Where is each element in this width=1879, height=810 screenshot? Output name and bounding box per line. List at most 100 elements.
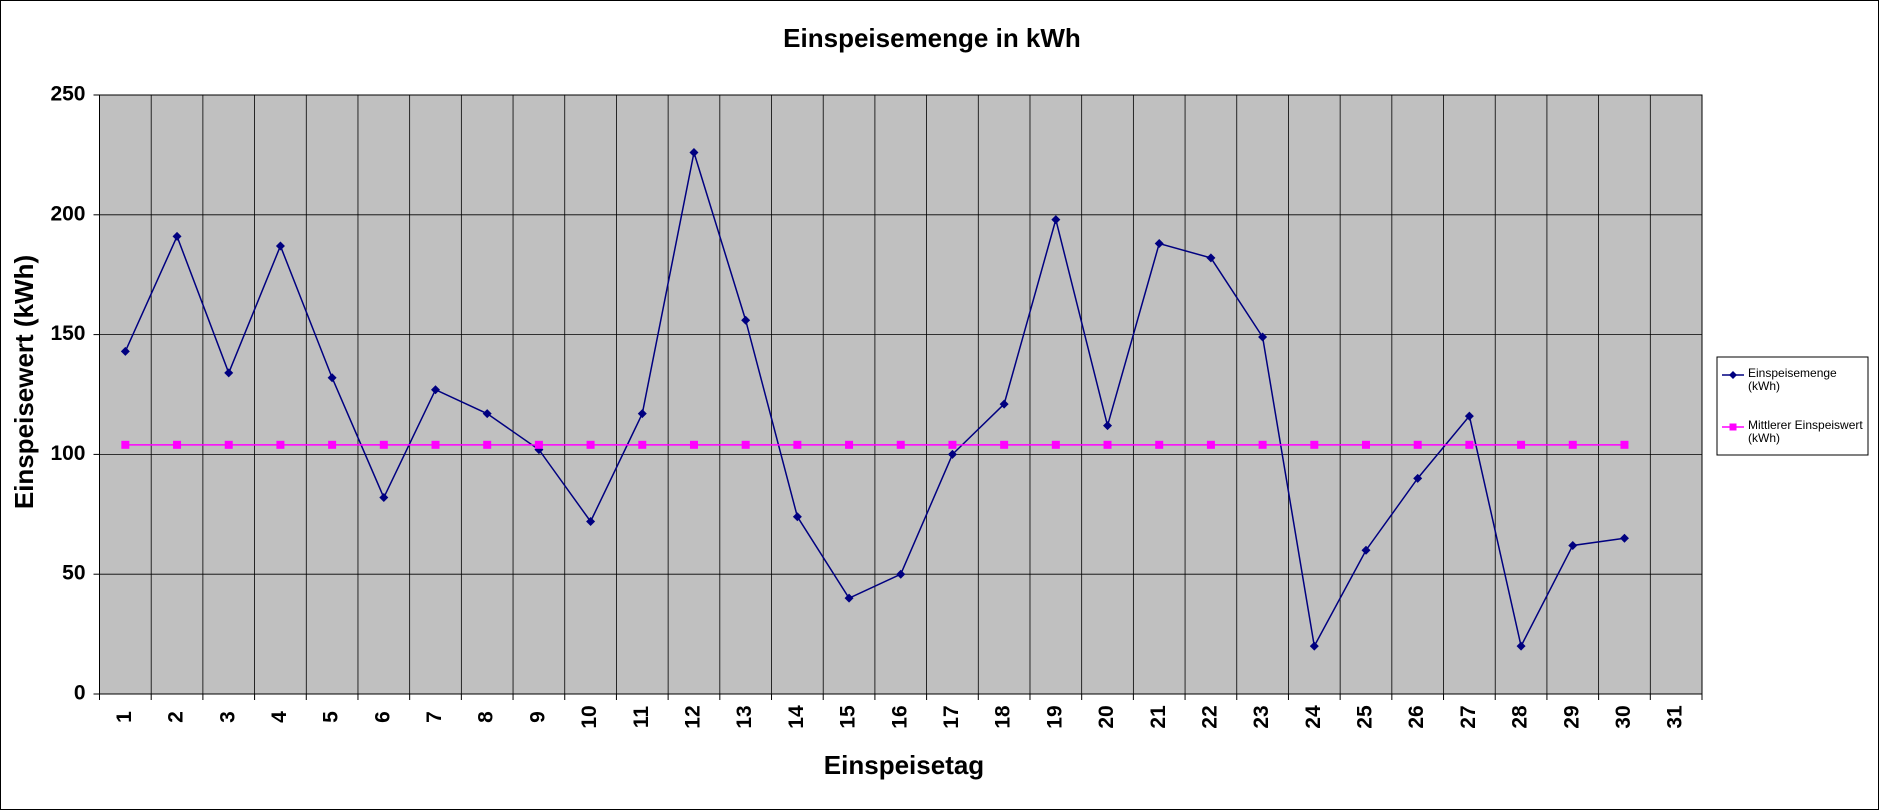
- legend-label: Einspeisemenge (kWh): [1748, 367, 1837, 393]
- x-tick-label: 16: [888, 705, 911, 728]
- x-axis-label: Einspeisetag: [824, 750, 984, 780]
- data-point: [896, 440, 905, 449]
- data-point: [999, 399, 1009, 409]
- series-line: [124, 152, 1625, 649]
- data-point: [1361, 545, 1371, 555]
- x-tick-label: 15: [837, 705, 860, 729]
- data-point: [482, 409, 492, 419]
- x-tick-label: 18: [992, 705, 1015, 729]
- data-point: [1464, 411, 1474, 421]
- data-point: [792, 512, 802, 522]
- data-point: [1517, 440, 1526, 449]
- data-point: [844, 593, 854, 603]
- legend-marker: [1729, 371, 1737, 379]
- data-point: [1413, 473, 1423, 483]
- y-tick-label: 50: [62, 562, 85, 585]
- data-point: [224, 368, 234, 378]
- data-point: [689, 148, 699, 158]
- legend-label: Mittlerer Einspeiswert (kWh): [1748, 419, 1863, 445]
- x-tick-label: 22: [1198, 705, 1221, 728]
- x-tick-label: 7: [423, 711, 446, 723]
- data-point: [1206, 253, 1216, 263]
- data-point: [1103, 440, 1112, 449]
- x-tick-label: 8: [475, 711, 498, 723]
- x-tick-label: 28: [1509, 705, 1532, 729]
- x-tick-label: 29: [1560, 705, 1583, 728]
- x-tick-label: 27: [1457, 705, 1480, 728]
- data-point: [1309, 641, 1319, 651]
- data-point: [1051, 440, 1060, 449]
- data-point: [741, 440, 750, 449]
- legend-entry: Einspeisemenge (kWh): [1748, 367, 1837, 393]
- x-tick-label: 19: [1043, 705, 1066, 728]
- data-point: [1206, 440, 1215, 449]
- y-tick-label: 100: [50, 442, 85, 465]
- data-point: [586, 440, 595, 449]
- x-tick-label: 11: [630, 706, 653, 729]
- data-point: [1103, 421, 1113, 431]
- data-point: [1465, 440, 1474, 449]
- data-point: [1310, 440, 1319, 449]
- data-point: [845, 440, 854, 449]
- data-point: [328, 440, 337, 449]
- data-point: [948, 440, 957, 449]
- y-axis-label: Einspeisewert (kWh): [9, 255, 39, 509]
- data-point: [1258, 440, 1267, 449]
- data-point: [947, 449, 957, 459]
- data-point: [172, 231, 182, 241]
- x-tick-label: 25: [1354, 705, 1377, 729]
- data-point: [431, 385, 441, 395]
- data-point: [379, 440, 388, 449]
- data-point: [431, 440, 440, 449]
- data-point: [275, 241, 285, 251]
- x-tick-label: 10: [578, 705, 601, 728]
- x-tick-label: 1: [113, 711, 136, 723]
- x-tick-label: 17: [940, 705, 963, 728]
- legend-box: [1716, 356, 1869, 456]
- data-point: [327, 373, 337, 383]
- data-point: [1155, 440, 1164, 449]
- data-point: [638, 440, 647, 449]
- data-point: [1000, 440, 1009, 449]
- data-point: [1258, 332, 1268, 342]
- x-tick-label: 14: [785, 705, 808, 729]
- data-point: [379, 493, 389, 503]
- x-tick-label: 13: [733, 705, 756, 728]
- y-tick-label: 0: [74, 682, 86, 705]
- data-point: [483, 440, 492, 449]
- y-tick-label: 250: [50, 83, 85, 106]
- chart-title: Einspeisemenge in kWh: [783, 23, 1081, 53]
- data-point: [1413, 440, 1422, 449]
- data-point: [120, 346, 130, 356]
- data-point: [1361, 440, 1370, 449]
- data-point: [637, 409, 647, 419]
- data-point: [534, 440, 543, 449]
- data-point: [1568, 440, 1577, 449]
- data-point: [741, 315, 751, 325]
- data-point: [586, 516, 596, 526]
- data-point: [1051, 215, 1061, 225]
- x-tick-label: 21: [1147, 705, 1170, 729]
- x-tick-label: 6: [371, 711, 394, 723]
- data-point: [276, 440, 285, 449]
- data-point: [224, 440, 233, 449]
- data-point: [689, 440, 698, 449]
- data-point: [121, 440, 130, 449]
- x-tick-label: 26: [1405, 705, 1428, 728]
- data-point: [896, 569, 906, 579]
- x-tick-label: 2: [165, 711, 188, 723]
- x-tick-label: 31: [1664, 705, 1687, 729]
- x-tick-label: 3: [216, 711, 239, 723]
- x-tick-label: 23: [1250, 705, 1273, 728]
- x-tick-label: 24: [1302, 705, 1325, 729]
- data-point: [1568, 540, 1578, 550]
- data-point: [793, 440, 802, 449]
- data-point: [173, 440, 182, 449]
- x-tick-label: 20: [1095, 705, 1118, 728]
- x-tick-label: 9: [526, 711, 549, 723]
- x-tick-label: 5: [320, 711, 343, 723]
- x-tick-label: 4: [268, 711, 291, 723]
- y-tick-label: 200: [50, 202, 85, 225]
